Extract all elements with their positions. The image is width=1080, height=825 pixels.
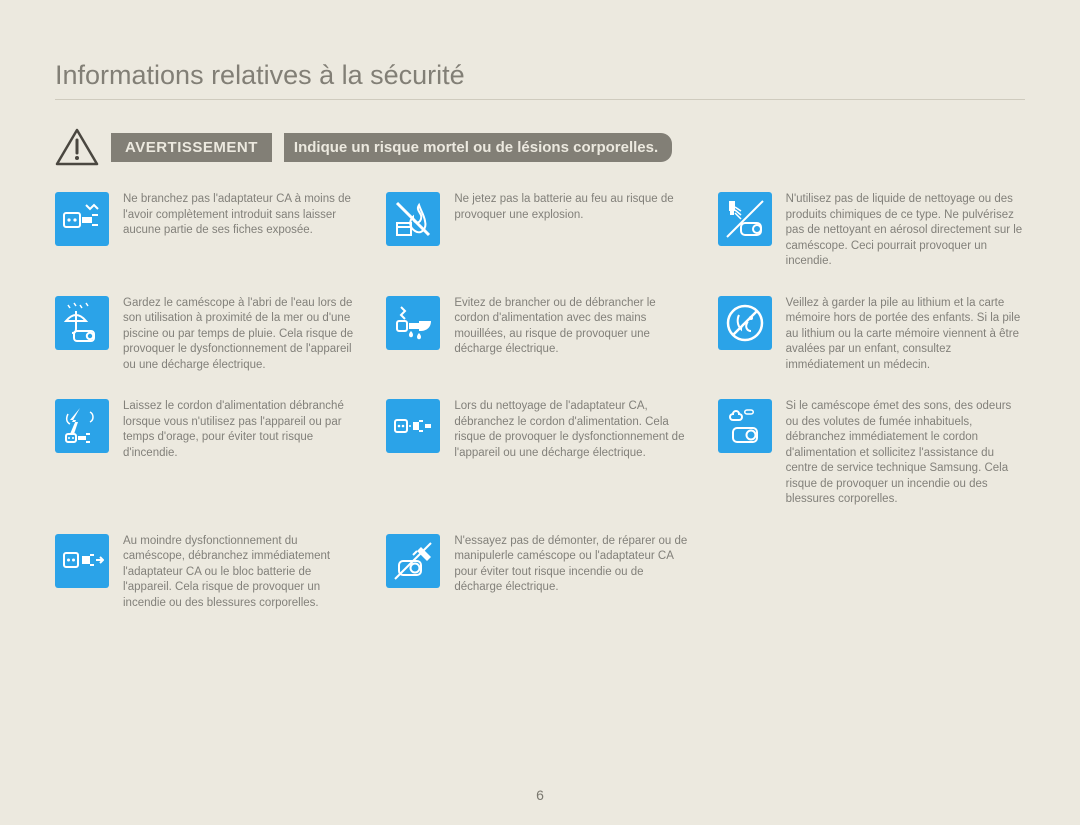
- no-swallow-icon: [718, 296, 772, 350]
- warning-item-text: Evitez de brancher ou de débrancher le c…: [454, 296, 693, 358]
- warning-item: Evitez de brancher ou de débrancher le c…: [386, 296, 693, 374]
- wet-plug-icon: [386, 296, 440, 350]
- unplug-clean-icon: [386, 399, 440, 453]
- no-fire-icon: [386, 192, 440, 246]
- warning-item: Au moindre dysfonctionnement du caméscop…: [55, 534, 362, 612]
- warning-item: Ne jetez pas la batterie au feu au risqu…: [386, 192, 693, 270]
- warning-item-text: Si le caméscope émet des sons, des odeur…: [786, 399, 1025, 508]
- warning-item-text: Ne jetez pas la batterie au feu au risqu…: [454, 192, 693, 223]
- warning-item-text: Gardez le caméscope à l'abri de l'eau lo…: [123, 296, 362, 374]
- warning-item: N'essayez pas de démonter, de réparer ou…: [386, 534, 693, 612]
- no-disassemble-icon: [386, 534, 440, 588]
- warning-item: Ne branchez pas l'adaptateur CA à moins …: [55, 192, 362, 270]
- warning-item-text: Laissez le cordon d'alimentation débranc…: [123, 399, 362, 461]
- plug-partial-icon: [55, 192, 109, 246]
- malfunction-out-icon: [55, 534, 109, 588]
- warning-description: Indique un risque mortel ou de lésions c…: [284, 133, 672, 162]
- warning-item-text: Au moindre dysfonctionnement du caméscop…: [123, 534, 362, 612]
- warning-bar: AVERTISSEMENT Indique un risque mortel o…: [55, 128, 1025, 166]
- warning-item: N'utilisez pas de liquide de nettoyage o…: [718, 192, 1025, 270]
- page-number: 6: [0, 787, 1080, 803]
- page-title: Informations relatives à la sécurité: [55, 60, 1025, 91]
- warnings-grid: Ne branchez pas l'adaptateur CA à moins …: [55, 192, 1025, 611]
- warning-item: Veillez à garder la pile au lithium et l…: [718, 296, 1025, 374]
- warning-item-text: Lors du nettoyage de l'adaptateur CA, dé…: [454, 399, 693, 461]
- warning-item-text: Ne branchez pas l'adaptateur CA à moins …: [123, 192, 362, 239]
- warning-item-text: N'utilisez pas de liquide de nettoyage o…: [786, 192, 1025, 270]
- warning-item: Si le caméscope émet des sons, des odeur…: [718, 399, 1025, 508]
- no-spray-icon: [718, 192, 772, 246]
- warning-item-text: Veillez à garder la pile au lithium et l…: [786, 296, 1025, 374]
- warning-item: Lors du nettoyage de l'adaptateur CA, dé…: [386, 399, 693, 508]
- umbrella-rain-icon: [55, 296, 109, 350]
- warning-item: Gardez le caméscope à l'abri de l'eau lo…: [55, 296, 362, 374]
- warning-label: AVERTISSEMENT: [111, 133, 272, 162]
- smoke-device-icon: [718, 399, 772, 453]
- lightning-plug-icon: [55, 399, 109, 453]
- warning-icon: [55, 128, 99, 166]
- warning-item-text: N'essayez pas de démonter, de réparer ou…: [454, 534, 693, 596]
- title-divider: [55, 99, 1025, 100]
- warning-item: Laissez le cordon d'alimentation débranc…: [55, 399, 362, 508]
